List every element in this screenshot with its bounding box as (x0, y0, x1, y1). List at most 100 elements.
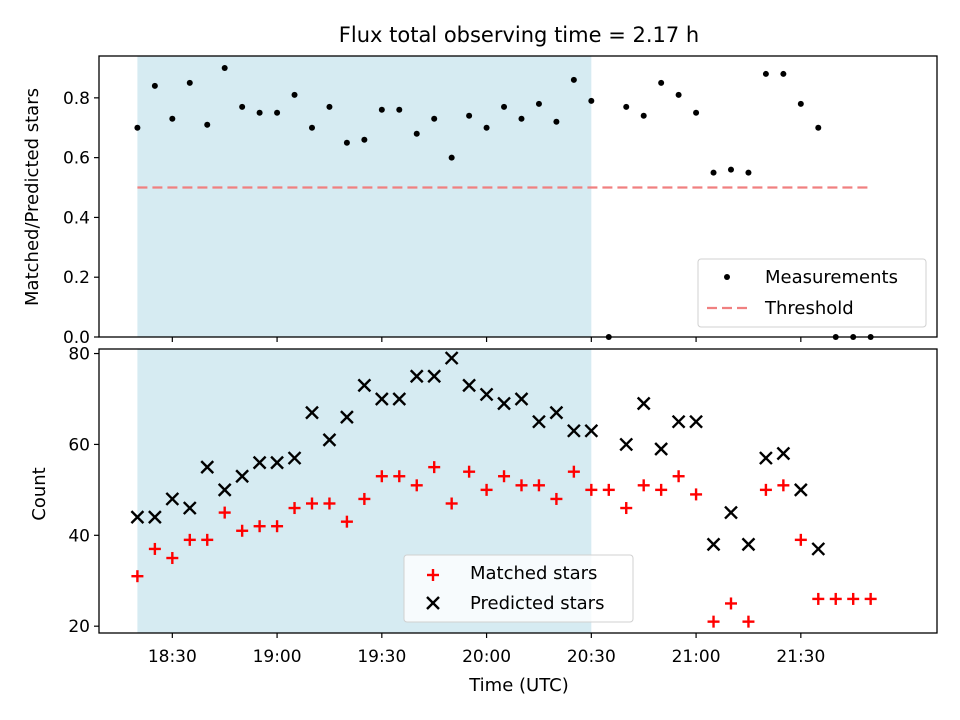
matched-stars-point (812, 592, 825, 605)
predicted-stars-point (287, 451, 302, 465)
y-tick-label: 0.4 (63, 208, 90, 228)
measurement-point (588, 97, 595, 104)
matched-stars-point (672, 470, 685, 483)
matched-stars-point (463, 465, 476, 478)
top-legend: Measurements Threshold (697, 258, 927, 328)
measurement-point (797, 100, 804, 107)
matched-stars-point (742, 615, 755, 628)
predicted-stars-point (235, 469, 250, 484)
bottom-legend: Matched stars Predicted stars (403, 554, 634, 623)
measurement-point (727, 166, 734, 173)
matched-stars-point (445, 497, 458, 510)
predicted-stars-point (340, 410, 354, 425)
measurement-point (291, 91, 298, 98)
predicted-stars-point (392, 392, 407, 406)
matched-stars-point (253, 520, 266, 533)
predicted-stars-point (619, 437, 634, 452)
measurement-point (326, 103, 333, 110)
matched-stars-point (498, 470, 511, 483)
matched-stars-point (707, 615, 720, 628)
measurement-point (134, 124, 141, 131)
predicted-stars-point (706, 537, 721, 552)
bottom-points (130, 351, 877, 628)
chart-title: Flux total observing time = 2.17 h (339, 23, 699, 47)
measurement-point (204, 121, 211, 128)
predicted-stars-point (497, 396, 511, 411)
matched-stars-point (428, 461, 441, 474)
matched-stars-point (777, 479, 790, 492)
top-legend-box (697, 258, 927, 328)
y-tick-label: 40 (68, 526, 90, 546)
measurement-point (308, 124, 315, 131)
matched-stars-point (201, 533, 214, 546)
matched-stars-point (515, 479, 528, 492)
predicted-stars-point (357, 378, 372, 393)
matched-stars-point (864, 592, 877, 605)
measurement-point (431, 115, 438, 122)
matched-stars-point (236, 524, 249, 537)
predicted-stars-point (374, 392, 389, 406)
measurement-point (448, 154, 455, 161)
bottom-legend-box (403, 554, 634, 623)
measurement-point (745, 169, 752, 176)
top-shaded-span (137, 56, 592, 337)
matched-stars-point (183, 533, 196, 546)
predicted-stars-point (130, 510, 145, 524)
y-tick-label: 80 (68, 345, 90, 365)
predicted-stars-point (148, 510, 162, 524)
predicted-stars-point (427, 369, 442, 384)
y-tick-label: 0.2 (63, 268, 90, 288)
top-ylabel: Matched/Predicted stars (22, 88, 43, 306)
predicted-stars-point (305, 405, 319, 420)
measurement-point (553, 118, 560, 125)
measurement-point (169, 115, 176, 122)
predicted-stars-point (759, 451, 773, 465)
predicted-stars-point (270, 455, 284, 470)
bottom-xlabel: Time (UTC) (468, 675, 569, 696)
measurement-point (343, 139, 350, 146)
measurement-point (570, 76, 577, 83)
x-tick-label: 18:30 (148, 647, 197, 667)
measurement-point (640, 112, 647, 119)
predicted-stars-point (671, 414, 686, 429)
matched-stars-point (166, 552, 179, 565)
predicted-stars-point (200, 460, 215, 474)
predicted-stars-point (514, 392, 529, 406)
x-tick-label: 20:30 (567, 647, 616, 667)
matched-stars-point (323, 497, 336, 510)
predicted-stars-point (217, 483, 232, 497)
measurement-point (710, 169, 717, 176)
predicted-stars-point (689, 414, 703, 429)
predicted-stars-point (636, 396, 651, 411)
legend-measurements-marker (724, 274, 730, 280)
legend-matched-label: Matched stars (470, 563, 597, 584)
predicted-stars-point (567, 423, 581, 438)
matched-stars-point (148, 542, 161, 555)
matched-stars-point (393, 470, 406, 483)
matched-stars-point (550, 492, 563, 505)
predicted-stars-point (654, 442, 669, 456)
legend-predicted-marker (426, 596, 440, 610)
matched-stars-point (305, 497, 318, 510)
predicted-stars-point (532, 414, 546, 429)
predicted-stars-point (724, 505, 738, 520)
top-ticks: 0.0 0.2 0.4 0.6 0.8 (63, 89, 802, 348)
predicted-stars-point (479, 387, 494, 402)
x-tick-label: 21:00 (672, 647, 721, 667)
legend-matched-marker (427, 569, 439, 581)
measurement-point (658, 79, 665, 86)
measurement-point (361, 136, 368, 143)
matched-stars-point (585, 483, 598, 496)
legend-measurements-label: Measurements (765, 267, 898, 288)
matched-stars-point (271, 520, 284, 533)
measurement-point (483, 124, 490, 131)
predicted-stars-point (182, 501, 197, 515)
measurement-point (501, 103, 508, 110)
matched-stars-point (567, 465, 580, 478)
measurement-point (693, 109, 700, 116)
measurement-point (623, 103, 630, 110)
measurement-point (274, 109, 281, 116)
predicted-stars-point (811, 542, 826, 556)
matched-stars-point (620, 502, 633, 515)
measurement-point (151, 82, 158, 89)
